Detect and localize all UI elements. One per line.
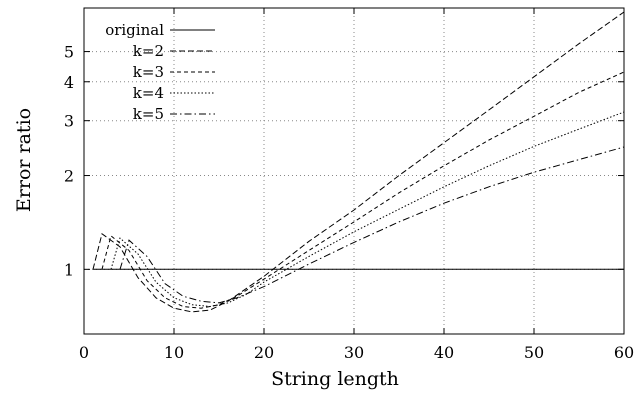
x-tick-label: 30 xyxy=(344,343,364,362)
legend: original k=2 k=3 k=4 k=5 xyxy=(105,21,215,123)
series-line-4 xyxy=(119,146,625,304)
y-tick-label: 5 xyxy=(64,43,74,62)
axis-ticks: 0 10 20 30 40 50 60 1 2 3 4 5 xyxy=(64,8,634,362)
y-tick-label: 3 xyxy=(64,112,74,131)
series-lines xyxy=(92,11,625,313)
x-tick-label: 0 xyxy=(79,343,89,362)
x-tick-label: 20 xyxy=(254,343,274,362)
legend-label: k=4 xyxy=(133,84,164,102)
x-tick-label: 10 xyxy=(164,343,184,362)
legend-label: k=2 xyxy=(133,42,164,60)
y-tick-label: 1 xyxy=(64,260,74,279)
legend-label: k=3 xyxy=(133,63,164,81)
grid xyxy=(84,8,624,334)
x-axis-label: String length xyxy=(271,368,399,390)
x-tick-label: 50 xyxy=(524,343,544,362)
legend-label: original xyxy=(105,21,164,39)
series-line-3 xyxy=(110,111,625,308)
legend-label: k=5 xyxy=(133,105,164,123)
y-axis-label: Error ratio xyxy=(13,108,35,212)
series-line-1 xyxy=(92,11,625,313)
y-tick-label: 4 xyxy=(64,73,74,92)
y-tick-label: 2 xyxy=(64,167,74,186)
x-tick-label: 60 xyxy=(614,343,634,362)
x-tick-label: 40 xyxy=(434,343,454,362)
series-line-2 xyxy=(101,71,625,309)
